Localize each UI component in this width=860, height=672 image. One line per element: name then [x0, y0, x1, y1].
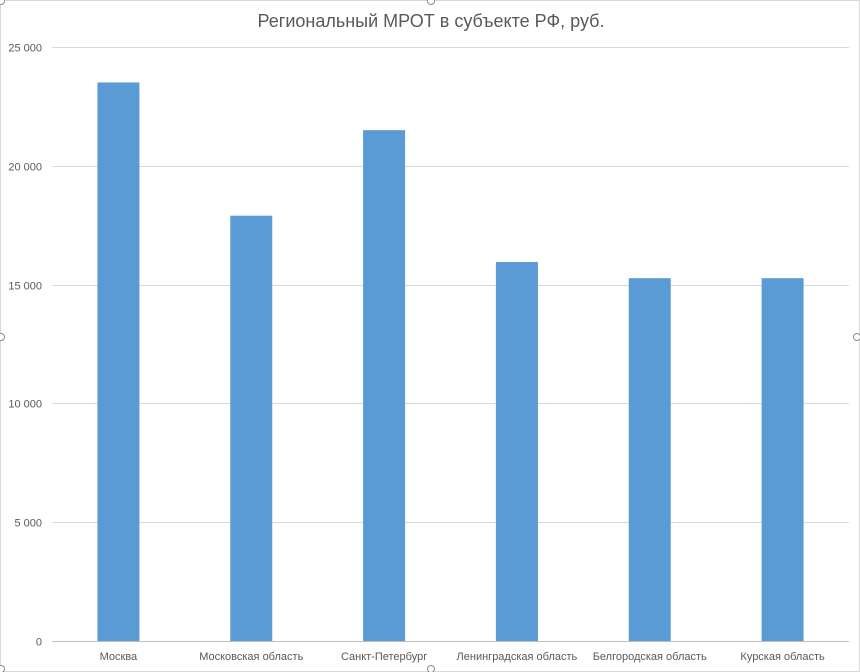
- chart-title: Региональный МРОТ в субъекте РФ, руб.: [257, 11, 605, 31]
- y-tick-label: 20 000: [8, 162, 42, 174]
- resize-handle-top[interactable]: [427, 0, 435, 5]
- y-tick-label: 25 000: [8, 43, 42, 55]
- gridlines: [52, 47, 849, 642]
- resize-handle-bottom[interactable]: [427, 665, 435, 672]
- resize-handle-bottom-left[interactable]: [0, 665, 5, 672]
- bar[interactable]: [628, 278, 671, 641]
- x-tick-label: Курская область: [740, 651, 825, 663]
- resize-handle-top-left[interactable]: [0, 0, 5, 5]
- x-tick-label: Москва: [100, 651, 138, 663]
- bar[interactable]: [363, 130, 406, 641]
- x-tick-label: Московская область: [199, 651, 303, 663]
- resize-handle-right[interactable]: [853, 333, 860, 341]
- y-tick-label: 0: [36, 637, 42, 649]
- bar[interactable]: [97, 82, 140, 641]
- resize-handle-left[interactable]: [0, 333, 5, 341]
- y-tick-label: 5 000: [14, 518, 42, 530]
- y-tick-label: 10 000: [8, 399, 42, 411]
- bar[interactable]: [230, 215, 273, 642]
- bars: [97, 82, 804, 642]
- y-axis-ticks: 0 5 000 10 000 15 000 20 000 25 000: [8, 43, 42, 649]
- bar[interactable]: [495, 262, 538, 641]
- x-tick-label: Белгородская область: [593, 651, 707, 663]
- x-tick-label: Ленинградская область: [457, 651, 578, 663]
- x-axis-ticks: Москва Московская область Санкт-Петербург Л…: [100, 651, 825, 663]
- y-tick-label: 15 000: [8, 281, 42, 293]
- x-tick-label: Санкт-Петербург: [341, 651, 427, 663]
- bar[interactable]: [761, 278, 804, 641]
